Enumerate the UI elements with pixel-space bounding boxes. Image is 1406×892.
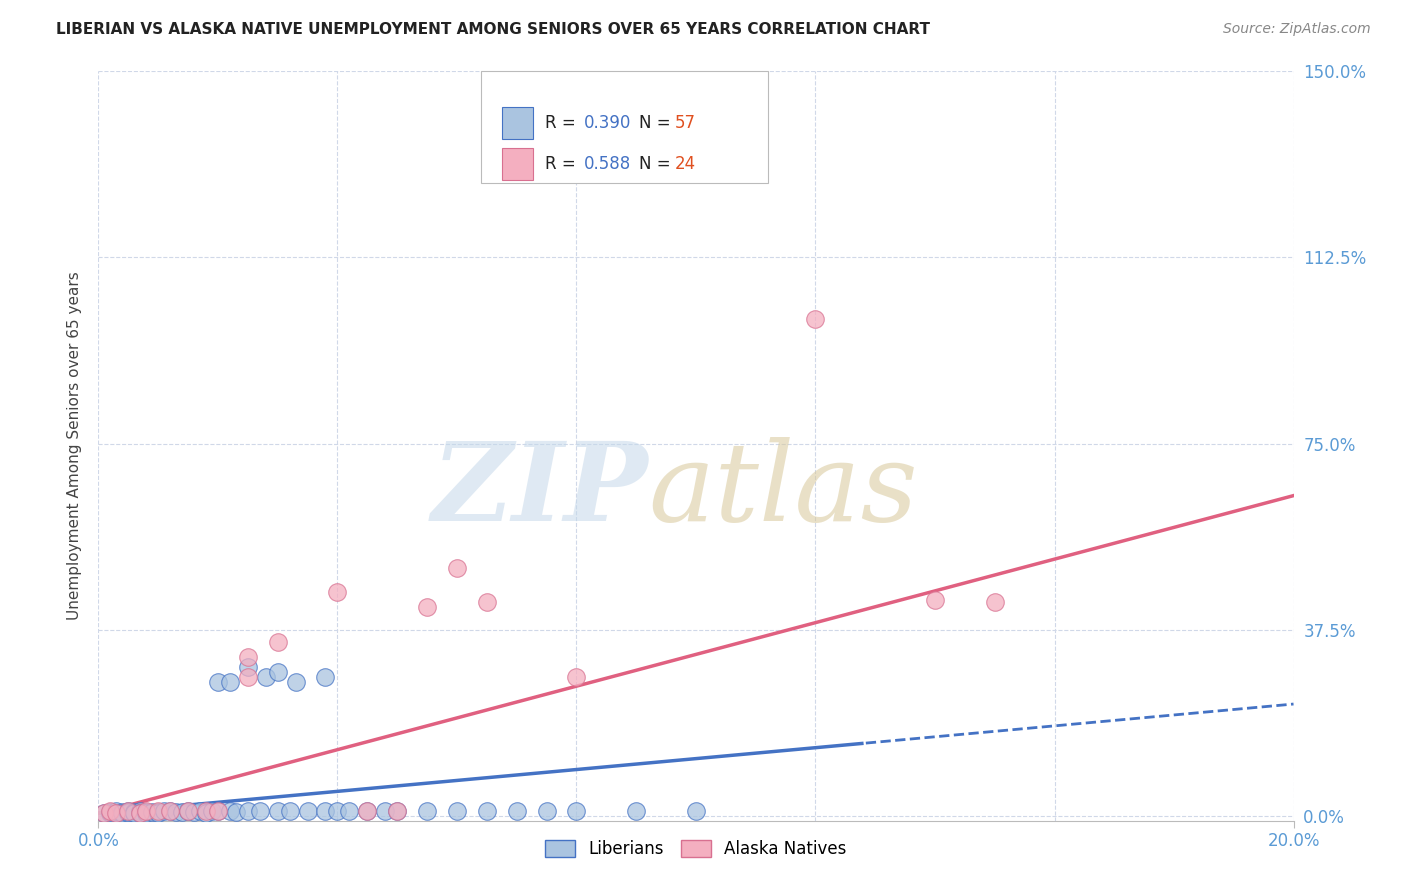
Point bbox=[159, 804, 181, 818]
Point bbox=[236, 649, 259, 664]
Point bbox=[177, 804, 200, 818]
Point bbox=[207, 674, 229, 689]
Point bbox=[565, 804, 588, 818]
Point bbox=[105, 806, 128, 821]
Text: 0.588: 0.588 bbox=[583, 155, 631, 173]
Point bbox=[129, 806, 152, 821]
Point bbox=[278, 804, 301, 818]
Point bbox=[207, 804, 229, 818]
Point bbox=[536, 804, 558, 818]
Point bbox=[111, 806, 134, 821]
Point bbox=[236, 804, 259, 818]
Point bbox=[172, 805, 194, 819]
Text: Source: ZipAtlas.com: Source: ZipAtlas.com bbox=[1223, 22, 1371, 37]
Point bbox=[416, 600, 439, 615]
Text: R =: R = bbox=[546, 155, 582, 173]
Point bbox=[356, 804, 378, 818]
Point bbox=[446, 560, 468, 574]
Point bbox=[326, 804, 349, 818]
Text: LIBERIAN VS ALASKA NATIVE UNEMPLOYMENT AMONG SENIORS OVER 65 YEARS CORRELATION C: LIBERIAN VS ALASKA NATIVE UNEMPLOYMENT A… bbox=[56, 22, 931, 37]
Point bbox=[984, 595, 1007, 609]
Point bbox=[284, 674, 307, 689]
Text: 24: 24 bbox=[675, 155, 696, 173]
Legend: Liberians, Alaska Natives: Liberians, Alaska Natives bbox=[538, 833, 853, 864]
Point bbox=[626, 804, 648, 818]
Point bbox=[183, 805, 205, 819]
Point bbox=[315, 804, 337, 818]
Point bbox=[129, 804, 152, 818]
Text: ZIP: ZIP bbox=[432, 437, 648, 545]
Point bbox=[506, 804, 529, 818]
Point bbox=[159, 804, 181, 818]
Point bbox=[219, 674, 242, 689]
Point bbox=[111, 805, 134, 819]
Point bbox=[565, 670, 588, 684]
Point bbox=[326, 585, 349, 599]
FancyBboxPatch shape bbox=[502, 148, 533, 180]
Point bbox=[117, 804, 139, 818]
Point bbox=[124, 805, 146, 819]
Point bbox=[685, 804, 707, 818]
Point bbox=[98, 806, 122, 821]
Point bbox=[148, 804, 170, 818]
Point bbox=[105, 804, 128, 818]
Y-axis label: Unemployment Among Seniors over 65 years: Unemployment Among Seniors over 65 years bbox=[66, 272, 82, 620]
Text: R =: R = bbox=[546, 114, 582, 132]
Point bbox=[135, 804, 157, 818]
Point bbox=[117, 804, 139, 818]
Point bbox=[804, 312, 827, 326]
Point bbox=[105, 806, 128, 821]
Point bbox=[148, 805, 170, 819]
Point bbox=[129, 806, 152, 821]
Point bbox=[249, 804, 271, 818]
Point bbox=[93, 806, 115, 821]
Point bbox=[315, 670, 337, 684]
Text: N =: N = bbox=[638, 155, 675, 173]
Point bbox=[254, 670, 277, 684]
Point bbox=[267, 665, 290, 679]
Point bbox=[356, 804, 378, 818]
Point bbox=[236, 660, 259, 674]
Text: 0.390: 0.390 bbox=[583, 114, 631, 132]
Point bbox=[374, 804, 396, 818]
Point bbox=[201, 804, 224, 818]
Point bbox=[385, 804, 409, 818]
Point bbox=[188, 804, 211, 818]
Point bbox=[339, 804, 361, 818]
Point bbox=[207, 804, 229, 818]
FancyBboxPatch shape bbox=[502, 107, 533, 139]
Point bbox=[195, 806, 218, 821]
Point bbox=[124, 806, 146, 821]
Point bbox=[98, 804, 122, 818]
Point bbox=[267, 804, 290, 818]
Point bbox=[141, 805, 163, 819]
Point bbox=[117, 805, 139, 819]
Point bbox=[177, 804, 200, 818]
Point bbox=[98, 805, 122, 819]
Point bbox=[475, 595, 498, 609]
Point bbox=[117, 806, 139, 821]
Point bbox=[195, 804, 218, 818]
Text: N =: N = bbox=[638, 114, 675, 132]
Point bbox=[297, 804, 319, 818]
Point bbox=[267, 635, 290, 649]
Point bbox=[225, 805, 247, 819]
Point bbox=[924, 592, 946, 607]
FancyBboxPatch shape bbox=[481, 71, 768, 183]
Text: 57: 57 bbox=[675, 114, 696, 132]
Point bbox=[219, 804, 242, 818]
Point bbox=[135, 806, 157, 821]
Point bbox=[416, 804, 439, 818]
Text: atlas: atlas bbox=[648, 437, 918, 545]
Point bbox=[385, 804, 409, 818]
Point bbox=[135, 805, 157, 819]
Point bbox=[236, 670, 259, 684]
Point bbox=[148, 806, 170, 821]
Point bbox=[153, 804, 176, 818]
Point bbox=[446, 804, 468, 818]
Point bbox=[165, 805, 187, 819]
Point bbox=[93, 806, 115, 821]
Point bbox=[475, 804, 498, 818]
